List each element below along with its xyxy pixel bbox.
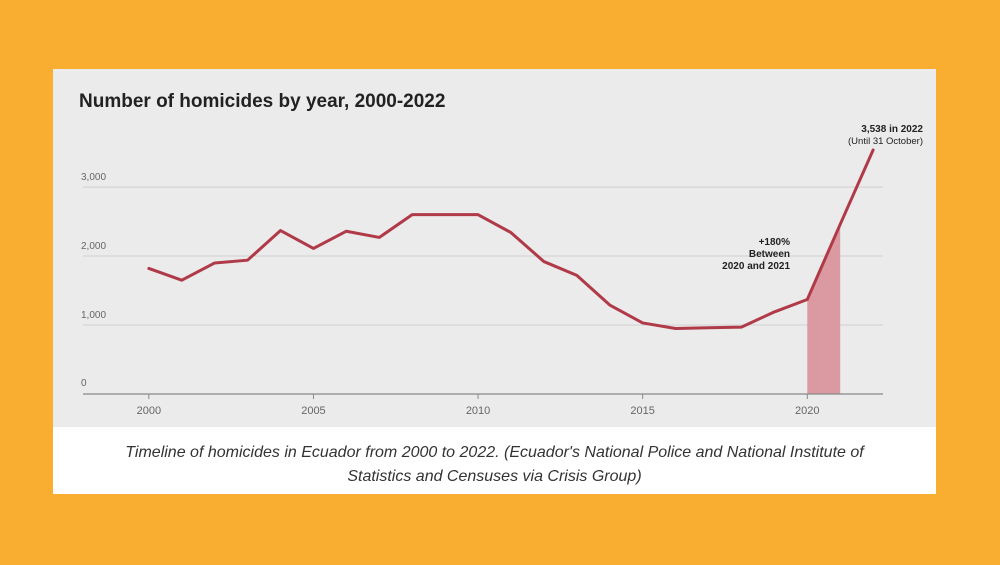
- y-tick-label-0: 0: [81, 378, 87, 389]
- highlight-layer: [807, 224, 841, 394]
- chart-area: 0 1,000 2,000 3,000 2000 2005 2010 2015 2020 Num…: [53, 69, 936, 427]
- peak-annotation-note: (Until 31 October): [848, 136, 923, 147]
- x-tick-label-2005: 2005: [301, 405, 325, 417]
- series-line-homicides: [147, 148, 875, 330]
- peak-annotation: 3,538 in 2022 (Until 31 October): [723, 124, 923, 148]
- y-tick-label-1000: 1,000: [81, 310, 106, 321]
- change-annotation-percent: +180%: [758, 237, 790, 248]
- y-tick-label-2000: 2,000: [81, 241, 106, 252]
- x-tick-label-2020: 2020: [795, 405, 819, 417]
- x-tick-label-2010: 2010: [466, 405, 490, 417]
- caption-line-2: Statistics and Censuses via Crisis Group…: [347, 468, 642, 485]
- highlight-area-2020-2021: [807, 224, 841, 394]
- chart-title: Number of homicides by year, 2000-2022: [79, 91, 446, 112]
- line-chart: 0 1,000 2,000 3,000 2000 2005 2010 2015 2020: [81, 148, 883, 417]
- change-annotation: +180% Between 2020 and 2021: [653, 237, 790, 273]
- peak-annotation-value: 3,538 in 2022: [861, 124, 923, 135]
- figure-caption: Timeline of homicides in Ecuador from 20…: [53, 441, 936, 489]
- y-tick-label-3000: 3,000: [81, 172, 106, 183]
- x-tick-label-2000: 2000: [137, 405, 161, 417]
- x-tick-label-2015: 2015: [630, 405, 654, 417]
- series-layer: [147, 148, 875, 330]
- change-annotation-between: Between: [748, 249, 790, 260]
- grid-layer: [83, 186, 883, 326]
- axis-layer: 0 1,000 2,000 3,000 2000 2005 2010 2015 2020: [81, 172, 883, 417]
- change-annotation-years: 2020 and 2021: [722, 261, 790, 272]
- chart-card: 0 1,000 2,000 3,000 2000 2005 2010 2015 2020 Num…: [53, 69, 936, 494]
- caption-line-1: Timeline of homicides in Ecuador from 20…: [125, 444, 864, 461]
